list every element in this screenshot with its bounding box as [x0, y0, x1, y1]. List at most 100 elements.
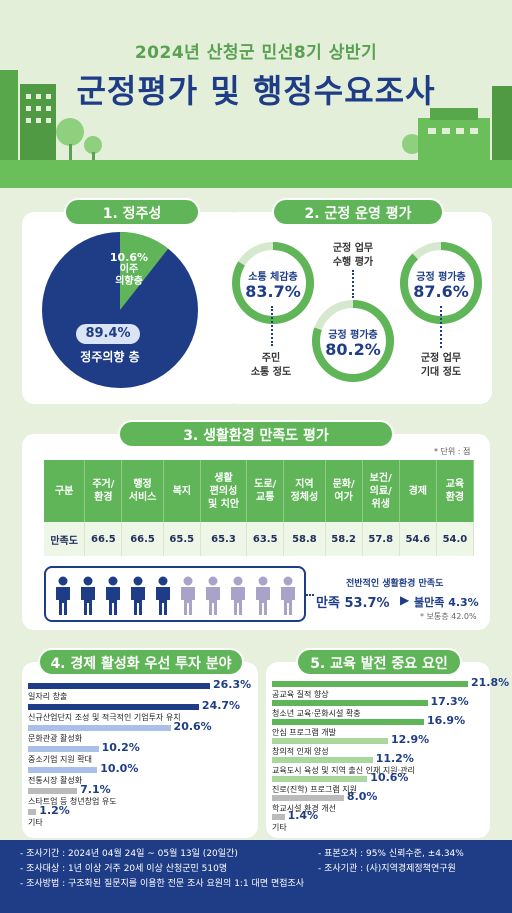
pie-stay-label: 정주의향 층 [80, 350, 140, 364]
bar-7 [272, 814, 285, 820]
header-line: 복지 [172, 485, 191, 497]
section3-unit: * 단위 : 점 [434, 447, 471, 456]
bar-label: 청소년 교육·문화시설 확충 [272, 709, 361, 718]
bar-3 [28, 746, 99, 752]
building-right-tall [492, 86, 512, 170]
bar-6 [28, 809, 37, 815]
section5-panel [266, 662, 490, 838]
window [36, 118, 41, 123]
table-value-cell: 54.0 [436, 522, 474, 556]
side1-line2: 소통 정도 [250, 367, 292, 378]
bar-label: 공교육 질적 향상 [272, 690, 329, 699]
window [456, 128, 464, 134]
side-label-communication: 주민 소통 정도 [236, 352, 306, 380]
bar-value: 8.0% [346, 790, 378, 803]
table-header-cell: 교육 환경 [436, 460, 474, 522]
bar-label: 스타트업 등 청년창업 유도 [28, 797, 117, 806]
table-header-cell: 생활 편의성 및 치안 [200, 460, 248, 522]
bar-4 [272, 757, 373, 763]
dotted-connector [306, 594, 314, 596]
header-line: 위생 [371, 498, 390, 510]
ring-communication: 소통 체감층 83.7% [230, 240, 316, 326]
header-line: 및 치안 [207, 498, 240, 510]
table-header-cell: 도로/교통 [247, 460, 285, 522]
tree-icon [56, 118, 84, 146]
residence-pie-chart [42, 232, 198, 388]
table-value-cell: 58.2 [325, 522, 363, 556]
bar-5 [272, 776, 368, 782]
person-icon [81, 576, 95, 615]
bar-value: 16.9% [426, 714, 466, 727]
header-line: 구분 [54, 485, 74, 497]
table-header-cell: 보건/의료/위생 [362, 460, 400, 522]
person-icon [256, 576, 270, 615]
header-line: 문화/ [332, 479, 355, 490]
person-icon [181, 576, 195, 615]
window [46, 118, 51, 123]
building-right-top [430, 108, 478, 120]
side3-line2: 기대 정도 [420, 367, 462, 378]
table-value-cell: 65.3 [200, 522, 248, 556]
header-line: 경제 [408, 485, 427, 497]
section2-title: 2. 군정 운영 평가 [272, 198, 444, 226]
window [442, 128, 450, 134]
table-value-row: 만족도 66.5 66.5 65.5 65.3 63.5 58.8 58.2 57.8 54.6 5… [44, 522, 474, 556]
bar-label: 학교시설 환경 개선 [272, 804, 336, 813]
bar-value: 10.6% [370, 771, 409, 784]
table-header-cell: 문화/여가 [325, 460, 363, 522]
table-value-cell: 58.8 [284, 522, 326, 556]
side2-line1: 군정 업무 [332, 243, 374, 254]
bar-value: 17.3% [430, 695, 469, 708]
header-line: 환경 [94, 492, 113, 503]
table-value-cell: 66.5 [85, 522, 123, 556]
bar-3 [272, 738, 388, 744]
pie-move-label: 10.6% 이주 의향층 [102, 252, 156, 288]
footer-period: - 조사기간 : 2024년 04월 24일 ~ 05월 13일 (20일간) [20, 849, 238, 859]
arrow-icon: ▶ [400, 593, 410, 607]
ring-arc [232, 242, 314, 324]
pie-move-line1: 이주 [119, 264, 139, 275]
overall-satisfied: 만족 53.7% [316, 596, 390, 611]
header-line: 주거/ [92, 479, 115, 490]
footer-target: - 조사대상 : 1년 이상 거주 20세 이상 산청군민 510명 [20, 864, 228, 874]
bar-label: 신규산업단지 조성 및 적극적인 기업투자 유치 [28, 713, 181, 722]
person-icon [281, 576, 295, 615]
connector-dot [271, 306, 273, 346]
ring1-label: 소통 체감층 [248, 272, 298, 283]
window [36, 106, 41, 111]
bar-value: 11.2% [375, 752, 414, 765]
bar-value: 10.2% [101, 741, 140, 754]
bar-1 [28, 704, 199, 710]
table-header-cell: 경제 [399, 460, 437, 522]
table-header-cell: 복지 [163, 460, 201, 522]
bar-0 [272, 681, 468, 687]
header-banner: 2024년 산청군 민선8기 상반기 군정평가 및 행정수요조사 [0, 0, 512, 188]
table-header-cell: 주거/환경 [85, 460, 123, 522]
bar-value: 24.7% [201, 699, 241, 712]
section4-title: 4. 경제 활성화 우선 투자 분야 [38, 648, 244, 676]
footer-error: - 표본오차 : 95% 신뢰수준, ±4.34% [318, 849, 464, 859]
window [470, 128, 478, 134]
people-icon-box [44, 566, 306, 622]
pie-move-line2: 의향층 [115, 276, 143, 287]
header-line: 교통 [256, 492, 275, 503]
window [46, 94, 51, 99]
bar-6 [272, 795, 344, 801]
row-label: 만족도 [44, 522, 86, 556]
bar-label: 교육도시 육성 및 지역 출신 인재 지원·관리 [272, 766, 415, 775]
person-icon [156, 576, 170, 615]
table-header-cell: 행정 서비스 [122, 460, 164, 522]
bar-label: 안심 프로그램 개발 [272, 728, 336, 737]
window [26, 94, 31, 99]
header-line: 의료/ [369, 485, 392, 497]
section3-title: 3. 생활환경 만족도 평가 [118, 420, 394, 448]
header-line: 보건/ [369, 472, 392, 484]
ring3-value: 87.6% [413, 282, 469, 301]
header-line: 지역 [295, 479, 314, 490]
header-line: 정체성 [290, 492, 319, 503]
overall-title: 전반적인 생활환경 만족도 [346, 579, 444, 589]
table-value-cell: 57.8 [362, 522, 400, 556]
bar-0 [28, 683, 210, 689]
table-header-row: 구분 주거/환경 행정 서비스 복지 생활 편의성 및 치안 도로/교통 지역 정체성 문화/여가 보건… [44, 460, 474, 522]
header-line: 도로/ [254, 479, 277, 490]
